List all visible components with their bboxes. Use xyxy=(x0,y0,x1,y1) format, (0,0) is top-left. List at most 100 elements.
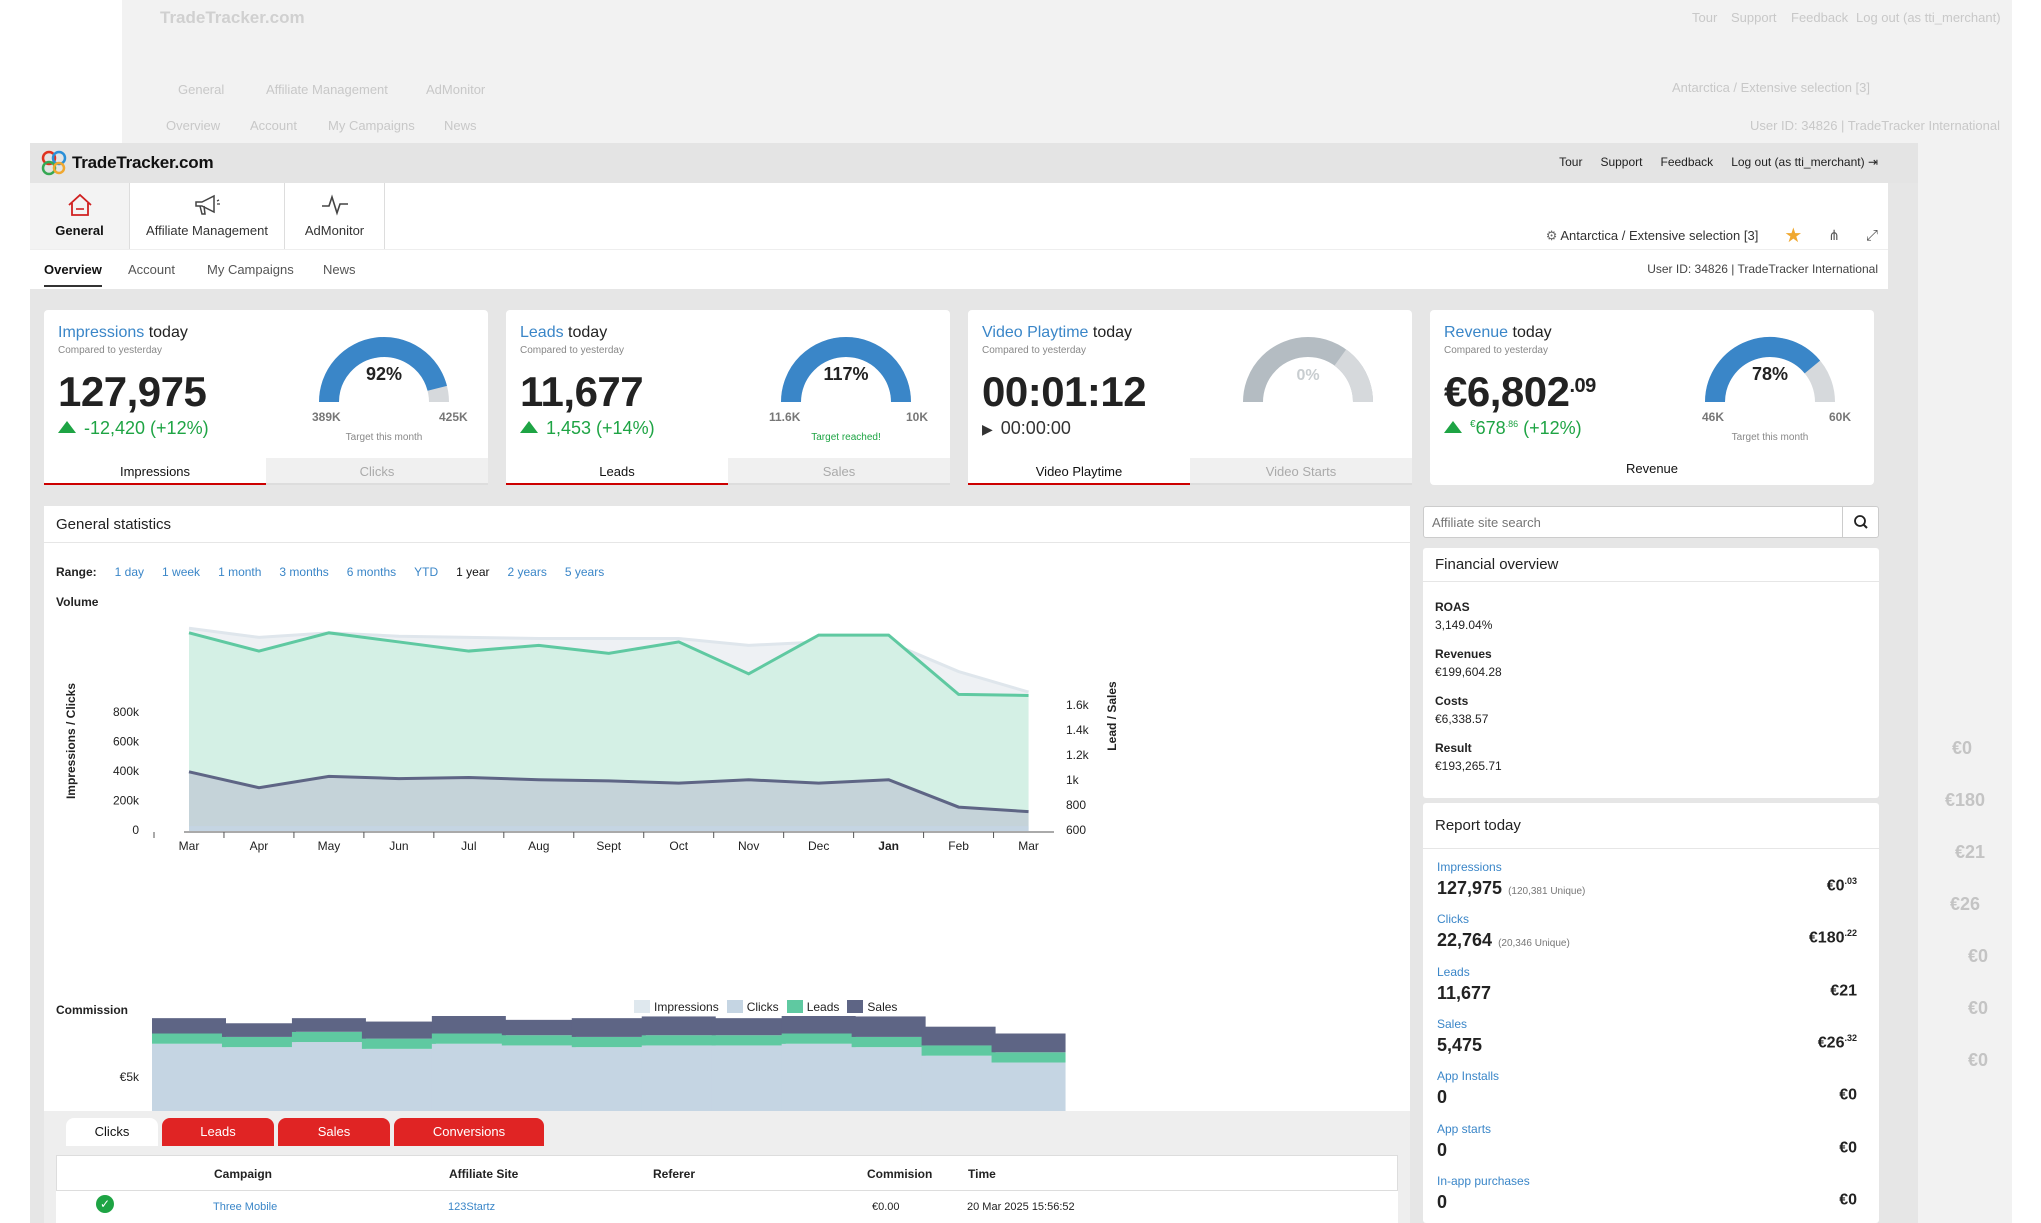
table-row[interactable]: ✓ Three Mobile 123Startz €0.00 20 Mar 20… xyxy=(56,1191,1398,1223)
report-count: 5,475 xyxy=(1437,1034,1483,1055)
report-item-link[interactable]: In-app purchases xyxy=(1437,1173,1530,1188)
star-icon[interactable]: ★ xyxy=(1784,225,1803,247)
kpi-card-revenue: Revenue today Compared to yesterday €6,8… xyxy=(1430,310,1874,485)
report-item-link[interactable]: Leads xyxy=(1437,964,1470,979)
kpi-gauge: 0% xyxy=(1243,337,1373,403)
ghost-nav-tab: General xyxy=(178,82,225,97)
top-header: TradeTracker.com Tour Support Feedback L… xyxy=(30,143,1918,183)
ghost-nav-tab: Affiliate Management xyxy=(266,82,388,97)
bar-sales xyxy=(291,1018,366,1032)
y-tick-label: 200k xyxy=(113,794,140,808)
legend-label: Clicks xyxy=(746,1000,779,1014)
kpi-delta: 1,453 (+14%) xyxy=(520,418,655,439)
tab-sales[interactable]: Sales xyxy=(278,1118,390,1146)
tab-general-label: General xyxy=(55,223,104,238)
report-eur-dec: .32 xyxy=(1844,1032,1857,1043)
col-affiliate-site[interactable]: Affiliate Site xyxy=(449,1167,519,1181)
kpi-tab-revenue[interactable]: Revenue xyxy=(1625,461,1679,476)
gauge-caption: Target this month xyxy=(1731,432,1809,443)
kpi-title-main[interactable]: Revenue xyxy=(1444,324,1509,341)
tab-clicks[interactable]: Clicks xyxy=(66,1118,158,1146)
gauge-label: 0% xyxy=(1296,367,1319,384)
gauge-label: 78% xyxy=(1752,364,1788,384)
y2-tick-label: 1.6k xyxy=(1066,698,1090,712)
search-button[interactable] xyxy=(1842,507,1878,537)
tab-general[interactable]: General xyxy=(30,183,130,249)
megaphone-icon xyxy=(195,194,220,215)
range-option[interactable]: 5 years xyxy=(564,565,605,579)
sitemap-icon[interactable]: ⋔ xyxy=(1828,227,1840,243)
fin-label: Revenues xyxy=(1435,647,1492,661)
range-option[interactable]: 6 months xyxy=(346,565,397,579)
report-item-commission: €0 xyxy=(1839,1138,1857,1157)
legend-item[interactable]: Sales xyxy=(847,1000,897,1014)
subnav-overview[interactable]: Overview xyxy=(44,262,102,287)
report-item-link[interactable]: App Installs xyxy=(1437,1069,1500,1084)
legend-item[interactable]: Leads xyxy=(786,1000,839,1014)
subnav-news[interactable]: News xyxy=(323,262,356,277)
tab-conversions[interactable]: Conversions xyxy=(394,1118,544,1146)
range-option[interactable]: 2 years xyxy=(507,565,547,579)
range-option[interactable]: 1 week xyxy=(162,565,201,579)
selection-label: Antarctica / Extensive selection [3] xyxy=(1560,227,1759,243)
tab-admonitor[interactable]: AdMonitor xyxy=(285,183,385,249)
col-commission[interactable]: Commision xyxy=(867,1167,933,1181)
fin-value: €6,338.57 xyxy=(1435,712,1489,726)
x-tick-label: Jun xyxy=(389,839,408,853)
tab-affiliate-management[interactable]: Affiliate Management xyxy=(130,183,285,249)
report-item: In-app purchases 0 €0 xyxy=(1437,1174,1857,1213)
logout-link[interactable]: Log out (as tti_merchant) ⇥ xyxy=(1731,155,1878,169)
report-item-link[interactable]: Impressions xyxy=(1437,860,1502,874)
report-item-link[interactable]: Sales xyxy=(1437,1016,1468,1031)
up-arrow-icon xyxy=(1444,421,1462,433)
report-item-commission: €26.32 xyxy=(1818,1033,1857,1052)
report-item-commission: €21 xyxy=(1830,981,1857,1000)
tour-link[interactable]: Tour xyxy=(1559,155,1583,169)
range-option[interactable]: 1 day xyxy=(114,565,145,579)
kpi-tab-leads[interactable]: Leads xyxy=(506,458,728,485)
tab-leads[interactable]: Leads xyxy=(162,1118,274,1146)
range-option[interactable]: 1 month xyxy=(218,565,262,579)
bar-sales xyxy=(851,1016,926,1037)
report-item-link[interactable]: Clicks xyxy=(1437,912,1469,927)
ghost-top-link: Support xyxy=(1731,10,1777,25)
legend-item[interactable]: Impressions xyxy=(634,1000,719,1014)
kpi-tab-video-starts[interactable]: Video Starts xyxy=(1190,458,1412,485)
kpi-tab-video-playtime[interactable]: Video Playtime xyxy=(968,458,1190,485)
range-label: Range: xyxy=(56,565,97,579)
report-item-value: 127,975 (120,381 Unique) xyxy=(1437,878,1857,899)
ghost-value: €0 xyxy=(1968,946,1989,966)
kpi-title-main[interactable]: Impressions xyxy=(58,324,145,341)
col-referer[interactable]: Referer xyxy=(653,1167,696,1181)
kpi-tab-clicks[interactable]: Clicks xyxy=(266,458,488,485)
range-option[interactable]: YTD xyxy=(414,565,439,579)
subnav-account[interactable]: Account xyxy=(128,262,175,277)
row-site[interactable]: 123Startz xyxy=(448,1201,496,1213)
search-input[interactable] xyxy=(1424,507,1844,537)
kpi-title-main[interactable]: Leads xyxy=(520,324,564,341)
expand-icon[interactable]: ⤢ xyxy=(1865,227,1878,244)
kpi-value-decimals: .09 xyxy=(1569,375,1596,397)
range-option-selected[interactable]: 1 year xyxy=(456,565,490,579)
col-campaign[interactable]: Campaign xyxy=(214,1167,273,1181)
x-tick-label: May xyxy=(318,839,341,853)
range-option[interactable]: 3 months xyxy=(279,565,329,579)
feedback-link[interactable]: Feedback xyxy=(1660,155,1714,169)
selection-button[interactable]: ⚙ Antarctica / Extensive selection [3] xyxy=(1546,228,1759,244)
gauge-caption: Target reached! xyxy=(811,432,881,443)
support-link[interactable]: Support xyxy=(1600,155,1643,169)
gauge-min: 46K xyxy=(1702,410,1725,424)
bar-leads xyxy=(641,1035,716,1046)
legend-item[interactable]: Clicks xyxy=(726,1000,779,1014)
x-tick-label: Jan xyxy=(878,839,899,853)
row-campaign[interactable]: Three Mobile xyxy=(213,1201,278,1213)
col-time[interactable]: Time xyxy=(968,1167,996,1181)
kpi-tab-impressions[interactable]: Impressions xyxy=(44,458,266,485)
kpi-tab-sales[interactable]: Sales xyxy=(728,458,950,485)
logo[interactable]: TradeTracker.com xyxy=(40,147,214,179)
kpi-delta: ▶ 00:00:00 xyxy=(982,418,1071,439)
subnav-my-campaigns[interactable]: My Campaigns xyxy=(207,262,294,277)
bar-sales xyxy=(711,1018,786,1036)
report-item-link[interactable]: App starts xyxy=(1437,1121,1492,1136)
kpi-title-main[interactable]: Video Playtime xyxy=(982,324,1089,341)
